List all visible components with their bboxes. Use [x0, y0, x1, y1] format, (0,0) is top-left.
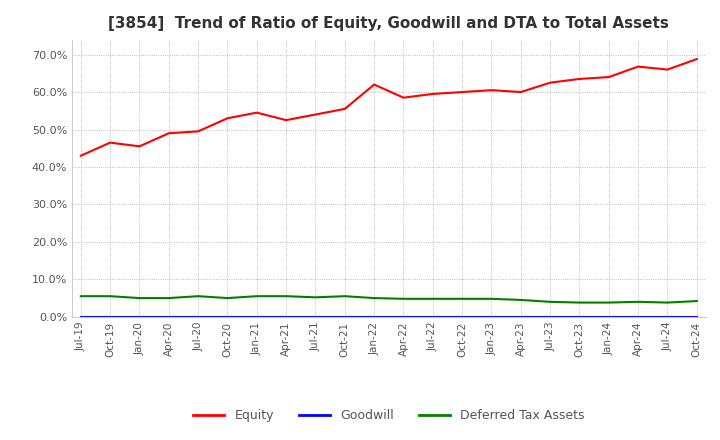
Equity: [458, 89, 467, 95]
Equity: [223, 116, 232, 121]
Deferred Tax Assets: [341, 293, 349, 299]
Equity: [311, 112, 320, 117]
Deferred Tax Assets: [76, 293, 85, 299]
Line: Deferred Tax Assets: Deferred Tax Assets: [81, 296, 697, 303]
Deferred Tax Assets: [223, 295, 232, 301]
Goodwill: [106, 314, 114, 319]
Deferred Tax Assets: [282, 293, 290, 299]
Goodwill: [341, 314, 349, 319]
Goodwill: [282, 314, 290, 319]
Legend: Equity, Goodwill, Deferred Tax Assets: Equity, Goodwill, Deferred Tax Assets: [188, 404, 590, 427]
Equity: [663, 67, 672, 72]
Goodwill: [575, 314, 584, 319]
Equity: [194, 129, 202, 134]
Equity: [135, 144, 144, 149]
Deferred Tax Assets: [575, 300, 584, 305]
Deferred Tax Assets: [106, 293, 114, 299]
Deferred Tax Assets: [693, 298, 701, 304]
Equity: [693, 56, 701, 62]
Deferred Tax Assets: [605, 300, 613, 305]
Equity: [282, 117, 290, 123]
Equity: [634, 64, 642, 69]
Equity: [516, 89, 525, 95]
Goodwill: [693, 314, 701, 319]
Deferred Tax Assets: [164, 295, 173, 301]
Deferred Tax Assets: [311, 295, 320, 300]
Deferred Tax Assets: [135, 295, 144, 301]
Equity: [370, 82, 379, 87]
Goodwill: [76, 314, 85, 319]
Goodwill: [399, 314, 408, 319]
Equity: [76, 153, 85, 158]
Equity: [487, 88, 496, 93]
Deferred Tax Assets: [428, 296, 437, 301]
Goodwill: [194, 314, 202, 319]
Equity: [106, 140, 114, 145]
Deferred Tax Assets: [370, 295, 379, 301]
Deferred Tax Assets: [458, 296, 467, 301]
Goodwill: [164, 314, 173, 319]
Title: [3854]  Trend of Ratio of Equity, Goodwill and DTA to Total Assets: [3854] Trend of Ratio of Equity, Goodwil…: [109, 16, 669, 32]
Equity: [575, 76, 584, 81]
Line: Equity: Equity: [81, 59, 697, 156]
Goodwill: [605, 314, 613, 319]
Equity: [546, 80, 554, 85]
Goodwill: [546, 314, 554, 319]
Equity: [341, 106, 349, 111]
Goodwill: [223, 314, 232, 319]
Deferred Tax Assets: [546, 299, 554, 304]
Goodwill: [663, 314, 672, 319]
Equity: [399, 95, 408, 100]
Deferred Tax Assets: [663, 300, 672, 305]
Goodwill: [634, 314, 642, 319]
Goodwill: [135, 314, 144, 319]
Equity: [164, 131, 173, 136]
Goodwill: [516, 314, 525, 319]
Equity: [605, 74, 613, 80]
Deferred Tax Assets: [253, 293, 261, 299]
Deferred Tax Assets: [399, 296, 408, 301]
Goodwill: [458, 314, 467, 319]
Deferred Tax Assets: [487, 296, 496, 301]
Deferred Tax Assets: [194, 293, 202, 299]
Deferred Tax Assets: [634, 299, 642, 304]
Deferred Tax Assets: [516, 297, 525, 303]
Goodwill: [428, 314, 437, 319]
Goodwill: [487, 314, 496, 319]
Equity: [428, 91, 437, 96]
Goodwill: [370, 314, 379, 319]
Equity: [253, 110, 261, 115]
Goodwill: [253, 314, 261, 319]
Goodwill: [311, 314, 320, 319]
